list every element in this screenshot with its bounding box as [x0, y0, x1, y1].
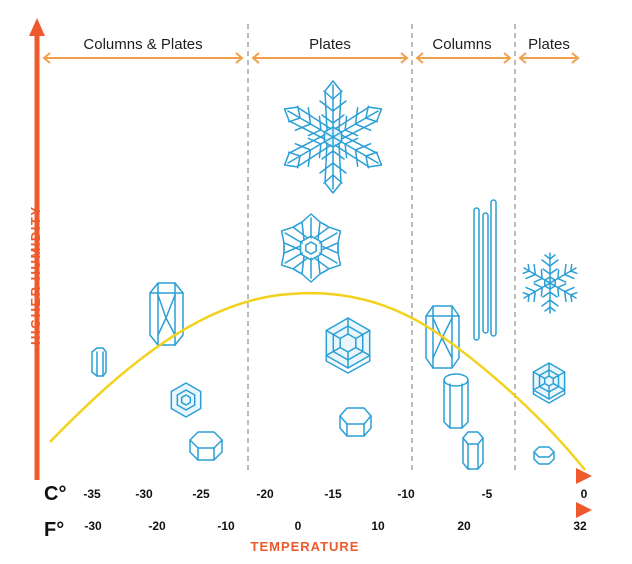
celsius-tick-label: -30: [135, 487, 153, 501]
y-axis-title: HIGHER HUMIDITY: [28, 206, 43, 346]
dendrite-snowflake-small-icon: [519, 252, 581, 314]
sectored-hexagon-small-icon: [532, 362, 566, 404]
region-range-columns-plates: Columns & Plates: [42, 36, 244, 64]
region-label-plates-2: Plates: [528, 36, 570, 53]
fahrenheit-axis: [20, 502, 592, 518]
celsius-tick-label: -35: [83, 487, 101, 501]
hollow-column-icon: [425, 305, 460, 369]
region-range-plates-2: Plates: [518, 36, 580, 64]
celsius-tick-label: -25: [192, 487, 210, 501]
region-label-plates-1: Plates: [309, 36, 351, 53]
sectored-hexagon-icon: [325, 317, 371, 374]
fahrenheit-axis-arrowhead: [576, 502, 592, 518]
hexagonal-prism-tiny-icon: [533, 446, 555, 465]
celsius-tick-label: -5: [482, 487, 493, 501]
hexagonal-prism-small-icon: [339, 407, 372, 437]
short-column-small-icon: [462, 431, 484, 470]
fahrenheit-tick-label: 32: [573, 519, 587, 533]
region-dividers: [247, 24, 516, 472]
celsius-ticks: -35 -30 -25 -20 -15 -10 -5 0: [83, 487, 587, 501]
fahrenheit-tick-label: 10: [371, 519, 385, 533]
fahrenheit-tick-label: 20: [457, 519, 471, 533]
short-column-icon: [91, 347, 107, 377]
celsius-tick-label: 0: [581, 487, 588, 501]
fahrenheit-tick-label: -20: [148, 519, 166, 533]
dendrite-snowflake-large-icon: [277, 80, 389, 194]
needles-icon: [473, 199, 497, 341]
celsius-tick-label: -15: [324, 487, 342, 501]
fahrenheit-tick-label: -30: [84, 519, 102, 533]
region-label-columns: Columns: [432, 36, 491, 53]
sectored-plate-icon: [272, 213, 350, 283]
hexagonal-prism-icon: [189, 431, 223, 461]
hexagonal-plate-small-icon: [170, 382, 202, 418]
fahrenheit-ticks: -30 -20 -10 0 10 20 32: [84, 519, 587, 533]
celsius-tick-label: -20: [256, 487, 274, 501]
celsius-axis: [20, 468, 592, 484]
region-label-columns-plates: Columns & Plates: [83, 36, 202, 53]
celsius-tick-label: -10: [397, 487, 415, 501]
supersaturation-curve: [49, 291, 586, 471]
celsius-axis-arrowhead: [576, 468, 592, 484]
region-range-plates-1: Plates: [251, 36, 409, 64]
y-axis: HIGHER HUMIDITY: [28, 18, 45, 480]
fahrenheit-tick-label: -10: [217, 519, 235, 533]
region-range-columns: Columns: [415, 36, 512, 64]
celsius-unit-label: C°: [44, 483, 66, 505]
y-axis-arrowhead: [29, 18, 45, 36]
fahrenheit-tick-label: 0: [295, 519, 302, 533]
column-icon: [443, 373, 469, 429]
x-axis-title: TEMPERATURE: [251, 539, 360, 554]
fahrenheit-unit-label: F°: [44, 519, 64, 541]
capped-column-icon: [149, 282, 184, 346]
